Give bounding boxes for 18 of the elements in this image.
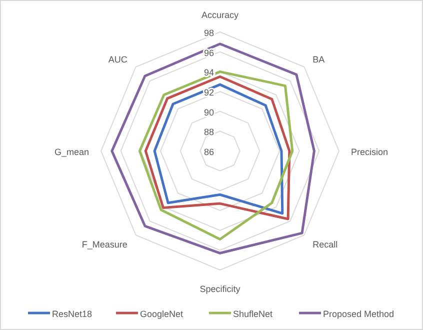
y-tick-label: 96 — [204, 48, 214, 58]
spoke-label: Accuracy — [201, 10, 240, 20]
y-tick-label: 86 — [204, 147, 214, 157]
spoke-label: AUC — [108, 54, 128, 64]
spoke-label: Recall — [312, 240, 338, 250]
legend-label: GoogleNet — [140, 309, 184, 319]
legend-label: ResNet18 — [52, 309, 92, 319]
spoke-label: G_mean — [54, 147, 89, 157]
y-tick-label: 98 — [204, 28, 214, 38]
y-tick-label: 92 — [204, 88, 214, 98]
y-tick-label: 88 — [204, 127, 214, 138]
spoke-label: BA — [312, 54, 325, 64]
spoke-label: Precision — [351, 147, 388, 157]
spoke-label: Specificity — [200, 284, 241, 294]
legend-label: Proposed Method — [323, 309, 394, 319]
spoke-label: F_Measure — [82, 240, 128, 250]
y-tick-label: 90 — [204, 107, 214, 118]
legend-label: ShufleNet — [233, 309, 274, 319]
